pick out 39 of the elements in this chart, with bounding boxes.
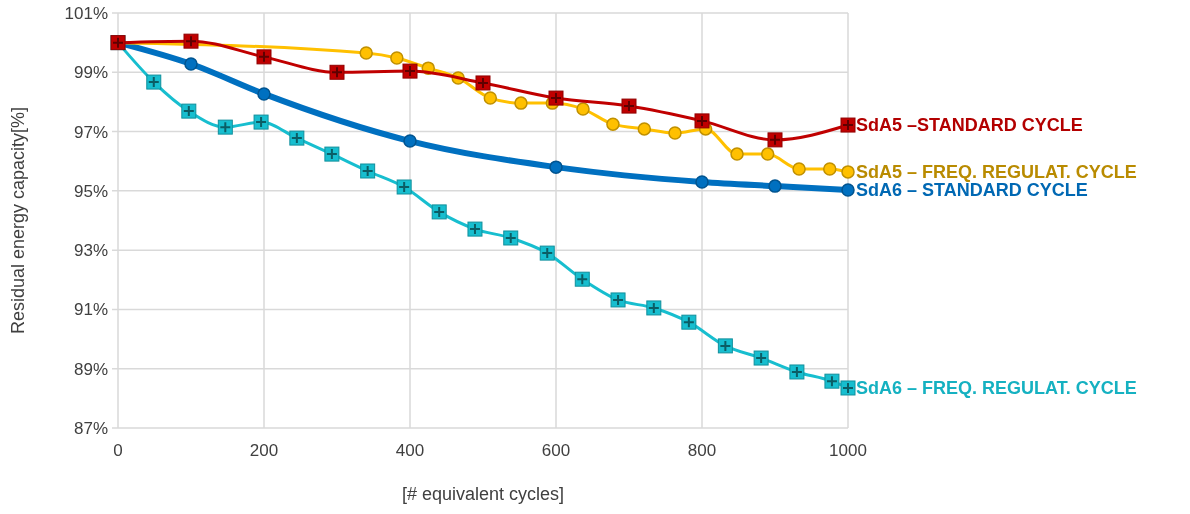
y-tick-label: 99% (73, 63, 108, 83)
x-tick-label: 800 (687, 441, 717, 460)
y-tick-label: 97% (73, 122, 108, 142)
point (390, 51, 404, 65)
y-tick-label: 101% (64, 3, 108, 23)
point (184, 57, 198, 71)
y-tick-label: 95% (73, 181, 108, 201)
series-label: SdA5 –STANDARD CYCLE (856, 115, 1083, 136)
x-tick-label: 200 (249, 441, 279, 460)
y-tick-label: 93% (73, 241, 108, 261)
point (576, 102, 590, 116)
point (483, 91, 498, 105)
point (768, 179, 782, 193)
point (760, 147, 775, 161)
point (257, 87, 271, 101)
point (606, 117, 620, 131)
point (668, 126, 682, 140)
point (403, 134, 417, 148)
x-tick-label: 600 (541, 441, 571, 460)
x-axis-title: [# equivalent cycles] (401, 484, 565, 504)
series-label: SdA5 – FREQ. REGULAT. CYCLE (856, 162, 1137, 183)
y-axis-title: Residual energy capacity[%] (8, 106, 28, 335)
point (823, 162, 837, 176)
series-label: SdA6 – FREQ. REGULAT. CYCLE (856, 378, 1137, 399)
point (695, 175, 709, 189)
x-tick-label: 400 (395, 441, 425, 460)
point (792, 162, 806, 176)
point (841, 183, 855, 197)
point (359, 46, 373, 60)
point (549, 160, 563, 174)
y-tick-label: 91% (73, 300, 108, 320)
y-tick-label: 89% (73, 359, 108, 379)
point (730, 147, 744, 161)
point (514, 96, 528, 110)
point (841, 165, 855, 179)
x-tick-label: 1000 (829, 441, 867, 460)
x-tick-label: 0 (113, 441, 123, 460)
y-tick-label: 87% (73, 418, 108, 438)
point (637, 122, 652, 136)
